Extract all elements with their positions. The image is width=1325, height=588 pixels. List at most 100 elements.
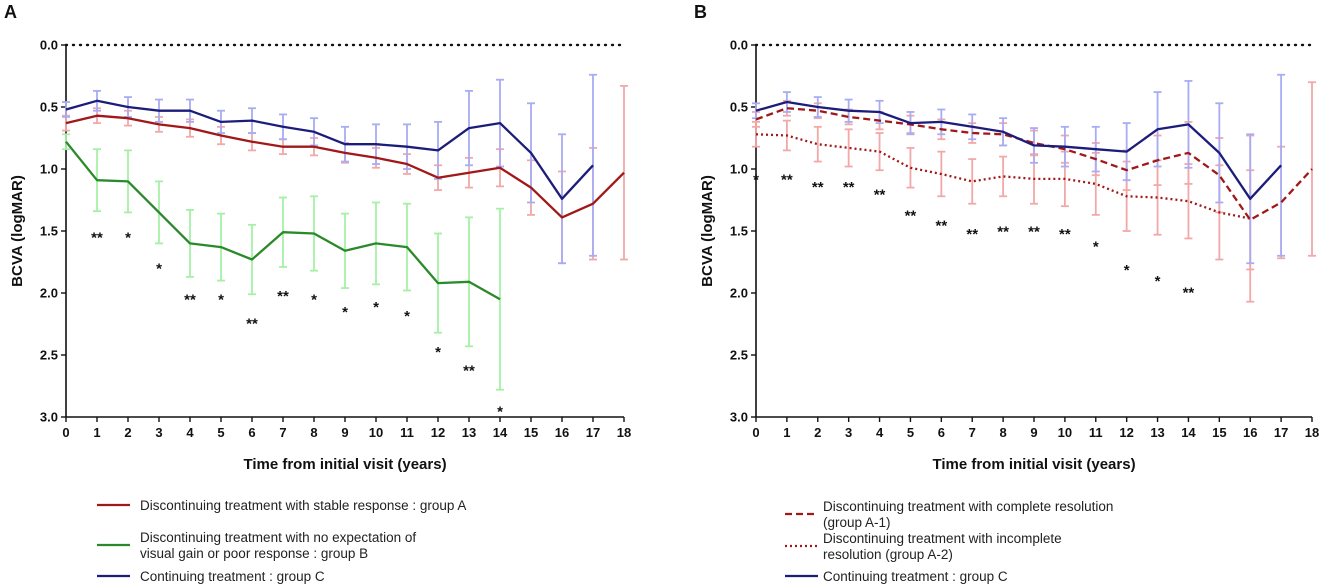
significance-marker: ** bbox=[246, 315, 258, 332]
x-tick-label: 1 bbox=[783, 425, 790, 440]
x-tick-label: 15 bbox=[1212, 425, 1226, 440]
panel-b: B0.00.51.01.52.02.53.00 1 2 3 4 5 6 7 8 9 10 11 12 13… bbox=[694, 2, 1319, 473]
significance-marker: * bbox=[373, 299, 379, 316]
x-tick-label: 18 bbox=[1305, 425, 1319, 440]
x-tick-label: 16 bbox=[555, 425, 569, 440]
significance-marker: * bbox=[1093, 238, 1099, 255]
significance-marker: ** bbox=[184, 292, 196, 309]
significance-marker: ** bbox=[905, 207, 917, 224]
y-tick-label: 3.0 bbox=[40, 410, 58, 425]
y-tick-label: 1.0 bbox=[730, 162, 748, 177]
series-line-1 bbox=[65, 140, 501, 301]
x-tick-label: 4 bbox=[876, 425, 884, 440]
x-tick-label: 13 bbox=[1150, 425, 1164, 440]
x-tick-label: 10 bbox=[369, 425, 383, 440]
y-tick-label: 2.0 bbox=[730, 286, 748, 301]
y-tick-label: 0.0 bbox=[40, 38, 58, 53]
x-tick-label: 12 bbox=[1119, 425, 1133, 440]
y-tick-label: 0.5 bbox=[40, 100, 58, 115]
x-tick-label: 7 bbox=[969, 425, 976, 440]
x-tick-label: 15 bbox=[524, 425, 538, 440]
series-line-2 bbox=[65, 99, 594, 200]
panel-label: B bbox=[694, 2, 707, 22]
legend-label: Discontinuing treatment with stable resp… bbox=[140, 498, 466, 513]
significance-marker: * bbox=[125, 230, 131, 247]
y-tick-label: 0.5 bbox=[730, 100, 748, 115]
legend-label: Continuing treatment : group C bbox=[823, 569, 1008, 584]
significance-marker: ** bbox=[966, 226, 978, 243]
x-axis-title: Time from initial visit (years) bbox=[932, 456, 1135, 473]
significance-marker: ** bbox=[781, 171, 793, 188]
legend-label: resolution (group A-2) bbox=[823, 547, 953, 562]
significance-marker: * bbox=[1124, 262, 1130, 279]
x-tick-label: 6 bbox=[938, 425, 945, 440]
significance-marker: ** bbox=[277, 288, 289, 305]
legend-label: Discontinuing treatment with complete re… bbox=[823, 499, 1113, 514]
significance-marker: ** bbox=[997, 224, 1009, 241]
y-tick-label: 1.5 bbox=[730, 224, 748, 239]
x-tick-label: 11 bbox=[1089, 425, 1103, 440]
y-tick-label: 0.0 bbox=[730, 38, 748, 53]
legend-label: Discontinuing treatment with no expectat… bbox=[140, 530, 416, 545]
x-tick-label: 10 bbox=[1058, 425, 1072, 440]
legend-a: Discontinuing treatment with stable resp… bbox=[97, 498, 466, 584]
x-tick-label: 2 bbox=[814, 425, 821, 440]
x-tick-label: 0 bbox=[752, 425, 759, 440]
significance-marker: * bbox=[342, 304, 348, 321]
y-tick-label: 2.5 bbox=[730, 348, 748, 363]
legend-label: visual gain or poor response : group B bbox=[140, 546, 368, 561]
significance-marker: * bbox=[404, 308, 410, 325]
significance-marker: * bbox=[435, 344, 441, 361]
legend-label: Discontinuing treatment with incomplete bbox=[823, 531, 1062, 546]
x-tick-label: 6 bbox=[248, 425, 255, 440]
legend-label: Continuing treatment : group C bbox=[140, 569, 325, 584]
significance-marker: ** bbox=[1028, 224, 1040, 241]
x-axis-title: Time from initial visit (years) bbox=[243, 456, 446, 473]
significance-marker: * bbox=[1155, 273, 1161, 290]
x-tick-label: 14 bbox=[493, 425, 508, 440]
x-tick-label: 18 bbox=[617, 425, 631, 440]
x-tick-label: 5 bbox=[907, 425, 914, 440]
y-tick-label: 2.0 bbox=[40, 286, 58, 301]
x-tick-label: 14 bbox=[1181, 425, 1196, 440]
y-tick-label: 1.0 bbox=[40, 162, 58, 177]
y-tick-label: 2.5 bbox=[40, 348, 58, 363]
significance-marker: ** bbox=[812, 179, 824, 196]
x-tick-label: 13 bbox=[462, 425, 476, 440]
panel-a: A0.00.51.01.52.02.53.00 1 2 3 4 5 6 7 8 9 10 11 12 13… bbox=[4, 2, 631, 473]
significance-marker: * bbox=[497, 403, 503, 420]
panel-label: A bbox=[4, 2, 17, 22]
x-tick-label: 17 bbox=[586, 425, 600, 440]
x-tick-label: 3 bbox=[845, 425, 852, 440]
y-tick-label: 1.5 bbox=[40, 224, 58, 239]
x-tick-label: 4 bbox=[186, 425, 194, 440]
significance-marker: ** bbox=[843, 179, 855, 196]
x-tick-label: 16 bbox=[1243, 425, 1257, 440]
significance-marker: ** bbox=[1183, 284, 1195, 301]
x-tick-label: 17 bbox=[1274, 425, 1288, 440]
legend-b: Discontinuing treatment with complete re… bbox=[785, 499, 1113, 584]
legend-label: (group A-1) bbox=[823, 515, 891, 530]
significance-marker: ** bbox=[463, 362, 475, 379]
y-axis-title: BCVA (logMAR) bbox=[699, 175, 716, 287]
x-tick-label: 1 bbox=[93, 425, 100, 440]
significance-marker: ** bbox=[1059, 226, 1071, 243]
x-tick-label: 3 bbox=[155, 425, 162, 440]
x-tick-label: 2 bbox=[124, 425, 131, 440]
significance-marker: * bbox=[753, 171, 759, 188]
x-tick-label: 9 bbox=[341, 425, 348, 440]
x-tick-label: 0 bbox=[62, 425, 69, 440]
x-tick-label: 8 bbox=[999, 425, 1006, 440]
series-line-2 bbox=[755, 100, 1282, 200]
y-tick-label: 3.0 bbox=[730, 410, 748, 425]
x-tick-label: 12 bbox=[431, 425, 445, 440]
y-axis-title: BCVA (logMAR) bbox=[9, 175, 26, 287]
x-tick-label: 11 bbox=[400, 425, 414, 440]
x-tick-label: 5 bbox=[217, 425, 224, 440]
significance-marker: ** bbox=[91, 230, 103, 247]
significance-marker: * bbox=[218, 292, 224, 309]
significance-marker: * bbox=[311, 292, 317, 309]
x-tick-label: 9 bbox=[1030, 425, 1037, 440]
significance-marker: ** bbox=[874, 186, 886, 203]
